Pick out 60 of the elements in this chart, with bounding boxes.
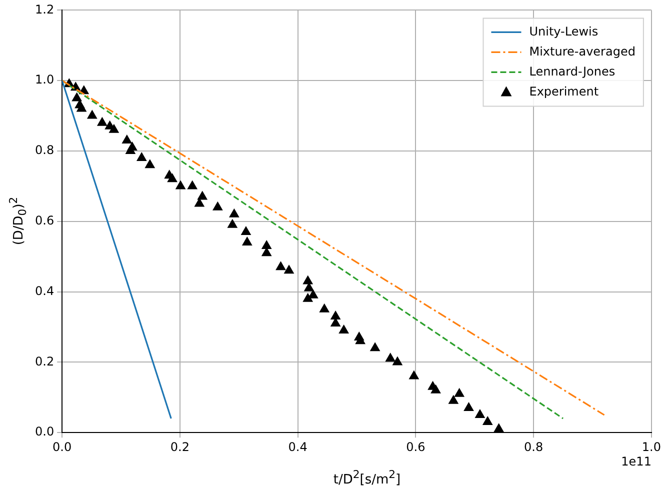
point <box>304 282 314 292</box>
point <box>126 146 136 154</box>
point <box>409 370 419 380</box>
legend-label: Mixture-averaged <box>529 44 636 58</box>
y-tick-label: 1.0 <box>34 72 54 87</box>
point <box>338 325 349 334</box>
x-axis-title: t/D$^{2}$[s/m$^{2}$] <box>332 468 402 488</box>
point <box>109 124 119 133</box>
point <box>308 290 318 298</box>
point <box>72 92 82 102</box>
point <box>97 117 107 126</box>
point <box>370 342 380 352</box>
x-tick-label: 0.8 <box>524 440 544 454</box>
point <box>386 353 396 362</box>
x-tick-label: 0.2 <box>170 440 190 454</box>
point <box>276 262 286 270</box>
point <box>303 276 313 284</box>
point <box>330 310 340 320</box>
point <box>284 265 294 274</box>
text: 1e11 <box>621 454 652 469</box>
y-tick-label: 0.2 <box>34 354 54 368</box>
legend-label: Experiment <box>529 84 599 98</box>
point <box>320 304 330 312</box>
point <box>464 402 474 411</box>
legend-label: Unity-Lewis <box>529 24 598 38</box>
point <box>229 208 240 218</box>
point <box>194 198 204 207</box>
y-tick-label: 1.2 <box>34 2 54 16</box>
point <box>145 160 155 168</box>
point <box>303 293 313 302</box>
point <box>482 416 492 426</box>
y-tick-label: 0.4 <box>34 284 54 298</box>
point <box>212 202 223 210</box>
point <box>136 152 146 162</box>
point <box>242 237 252 246</box>
point <box>430 384 441 394</box>
point <box>475 410 485 418</box>
y-tick-label: 0.6 <box>34 214 54 228</box>
point <box>76 103 86 112</box>
point <box>494 424 504 432</box>
point <box>448 395 458 404</box>
x-tick-label: 0.6 <box>406 440 426 454</box>
point <box>167 174 178 182</box>
point <box>241 226 251 235</box>
point <box>188 180 198 190</box>
legend-label: Lennard-Jones <box>529 64 616 78</box>
point <box>122 134 132 144</box>
point <box>262 240 272 250</box>
x-tick-label: 0.0 <box>52 440 72 454</box>
point <box>228 219 238 228</box>
point <box>454 388 464 397</box>
point <box>198 191 208 200</box>
point <box>262 248 272 256</box>
x-tick-label: 0.4 <box>288 440 308 454</box>
point <box>392 356 402 366</box>
point <box>87 110 97 119</box>
point <box>176 180 186 190</box>
y-tick-label: 0.8 <box>34 143 54 158</box>
y-tick-label: 0.0 <box>34 424 54 439</box>
x-tick-label: 1.0 <box>642 440 662 454</box>
